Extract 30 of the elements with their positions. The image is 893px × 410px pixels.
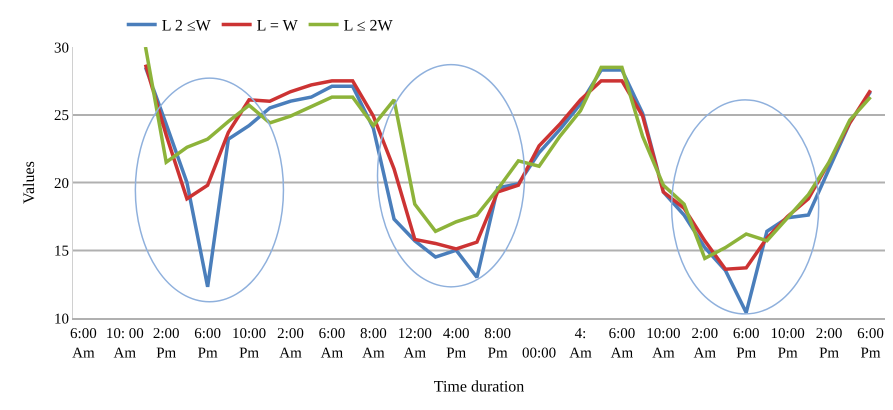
x-tick-label: 10: 00 Am — [106, 326, 144, 362]
y-axis-title: Values — [20, 161, 38, 204]
x-tick-label: 6:00 Pm — [732, 326, 760, 362]
x-tick-label: 2:00 Pm — [816, 326, 842, 362]
x-tick-label: 10:00 Am — [646, 326, 680, 362]
x-tick-label: 8:00 Pm — [484, 326, 511, 362]
x-tick-label: 6:00 Am — [318, 326, 346, 362]
legend-label: L = W — [256, 18, 299, 35]
x-tick-label: 6:00 Pm — [857, 326, 884, 362]
y-tick-label: 30 — [54, 40, 69, 56]
x-axis-title: Time duration — [434, 378, 524, 396]
x-tick-label: 10:00 Pm — [232, 326, 266, 362]
x-tick-label: 2:00 Pm — [152, 326, 180, 362]
y-tick-label: 15 — [54, 244, 69, 260]
x-tick-label: 6:00 Am — [608, 326, 636, 362]
y-tick-label: 10 — [54, 311, 69, 328]
x-tick-label: 4: Am — [569, 326, 592, 362]
x-tick-label: 10:00 Pm — [770, 326, 805, 362]
x-tick-label: 00:00 — [522, 345, 556, 362]
x-tick-label: 4:00 Pm — [442, 326, 470, 362]
x-tick-label: 8:00 Am — [360, 326, 387, 362]
legend-label: L ≤ 2W — [344, 18, 394, 35]
y-tick-label: 25 — [54, 108, 69, 124]
x-tick-label: 2:00 Am — [277, 326, 304, 362]
x-tick-label: 6:00 Pm — [194, 326, 221, 362]
x-tick-label: 6:00 Am — [70, 326, 97, 362]
x-tick-label: 12:00 Am — [398, 326, 432, 362]
x-tick-label: 2:00 Am — [691, 326, 718, 362]
legend-label: L 2 ≤W — [162, 18, 212, 35]
y-tick-label: 20 — [54, 176, 69, 192]
